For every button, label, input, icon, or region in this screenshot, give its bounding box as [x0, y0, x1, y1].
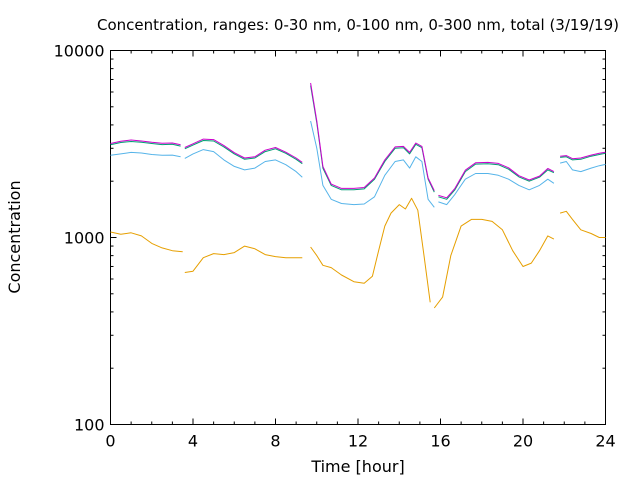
- chart-title: Concentration, ranges: 0-30 nm, 0-100 nm…: [97, 16, 619, 34]
- axis-ticks: [110, 50, 606, 425]
- plot-area: [110, 50, 606, 425]
- y-tick-label: 10000: [54, 42, 105, 61]
- series-line-range-0-300: [110, 141, 181, 147]
- series-line-range-0-100: [438, 173, 555, 206]
- series-line-range-0-300: [184, 140, 303, 165]
- x-tick-label: 8: [270, 432, 280, 451]
- series-line-range-0-100: [310, 120, 435, 208]
- x-axis-label: Time [hour]: [310, 457, 404, 476]
- series-line-range-0-30: [310, 197, 431, 303]
- series-group: [110, 82, 606, 309]
- series-line-range-0-30: [559, 210, 606, 238]
- series-line-range-0-300: [560, 152, 606, 161]
- series-line-range-0-100: [110, 151, 181, 158]
- y-tick-label: 100: [74, 416, 105, 435]
- x-tick-label: 16: [430, 432, 450, 451]
- y-axis-label: Concentration: [5, 180, 24, 293]
- series-line-total: [560, 151, 606, 160]
- y-tick-label: 1000: [64, 229, 105, 248]
- series-line-range-0-300: [438, 163, 555, 200]
- series-line-range-0-300: [310, 85, 435, 193]
- series-line-range-0-100: [559, 161, 606, 173]
- series-line-range-0-30: [110, 231, 183, 253]
- series-line-total: [184, 138, 303, 163]
- series-line-range-0-30: [433, 218, 555, 309]
- x-tick-label: 0: [105, 432, 115, 451]
- x-tick-label: 24: [595, 432, 615, 451]
- series-line-total: [310, 82, 435, 191]
- series-line-total: [438, 161, 555, 199]
- series-line-range-0-30: [184, 245, 303, 273]
- x-tick-label: 12: [348, 432, 368, 451]
- series-line-range-0-100: [184, 149, 303, 178]
- series-line-total: [110, 139, 181, 146]
- x-tick-label: 4: [188, 432, 198, 451]
- x-tick-label: 20: [513, 432, 533, 451]
- axis-tick-labels: 0 4 8 12 16 20 24 100 1000 10000: [54, 42, 616, 451]
